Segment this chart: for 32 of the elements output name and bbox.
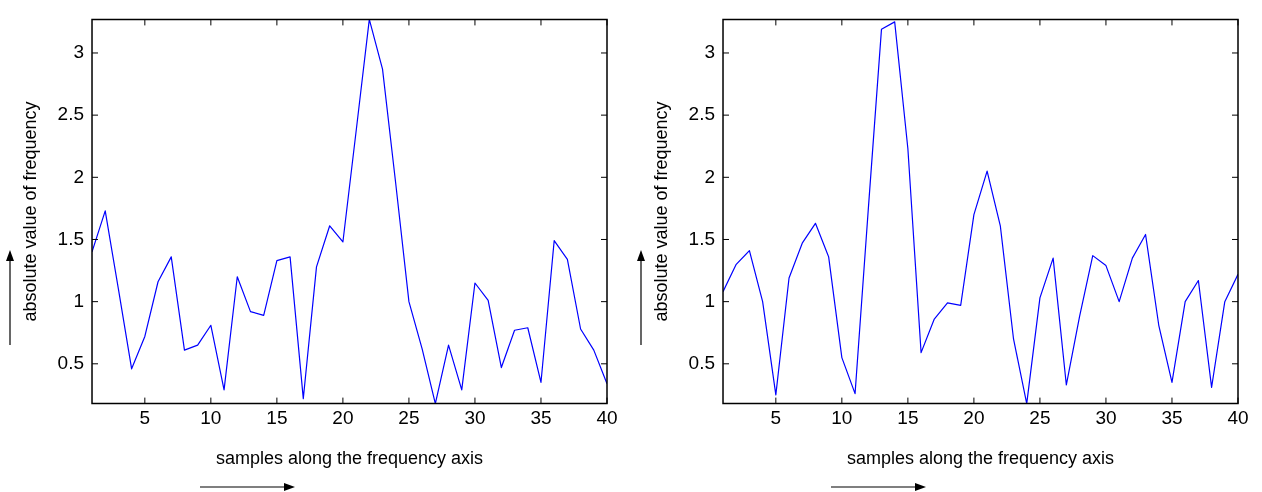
y-tick-label: 2.5 <box>688 103 716 125</box>
y-tick-label: 2.5 <box>57 103 85 125</box>
y-axis-title: absolute value of frequency <box>650 101 671 322</box>
x-tick-label: 35 <box>1161 407 1183 429</box>
y-tick-label: 0.5 <box>688 352 716 374</box>
x-tick-label: 25 <box>1029 407 1051 429</box>
x-tick-label: 15 <box>266 407 288 429</box>
y-tick-label: 1.5 <box>688 227 716 249</box>
x-tick-label: 40 <box>596 407 618 429</box>
x-tick-label: 10 <box>200 407 222 429</box>
x-tick-label: 5 <box>770 407 782 429</box>
y-tick-label: 2 <box>704 165 716 187</box>
x-tick-label: 25 <box>398 407 420 429</box>
x-tick-label: 40 <box>1227 407 1249 429</box>
x-tick-label: 5 <box>139 407 151 429</box>
y-tick-label: 3 <box>73 41 85 63</box>
y-tick-label: 1.5 <box>57 227 85 249</box>
x-tick-label: 30 <box>1095 407 1117 429</box>
y-axis-title: absolute value of frequency <box>19 101 40 322</box>
x-tick-label: 15 <box>897 407 919 429</box>
x-axis-title: samples along the frequency axis <box>215 448 484 469</box>
y-tick-label: 3 <box>704 41 716 63</box>
x-tick-label: 20 <box>332 407 354 429</box>
y-tick-label: 2 <box>73 165 85 187</box>
x-tick-label: 20 <box>963 407 985 429</box>
x-axis-title: samples along the frequency axis <box>846 448 1115 469</box>
y-tick-label: 1 <box>704 289 716 311</box>
y-tick-label: 0.5 <box>57 352 85 374</box>
x-tick-label: 35 <box>530 407 552 429</box>
y-tick-label: 1 <box>73 289 85 311</box>
x-tick-label: 10 <box>831 407 853 429</box>
x-tick-label: 30 <box>464 407 486 429</box>
